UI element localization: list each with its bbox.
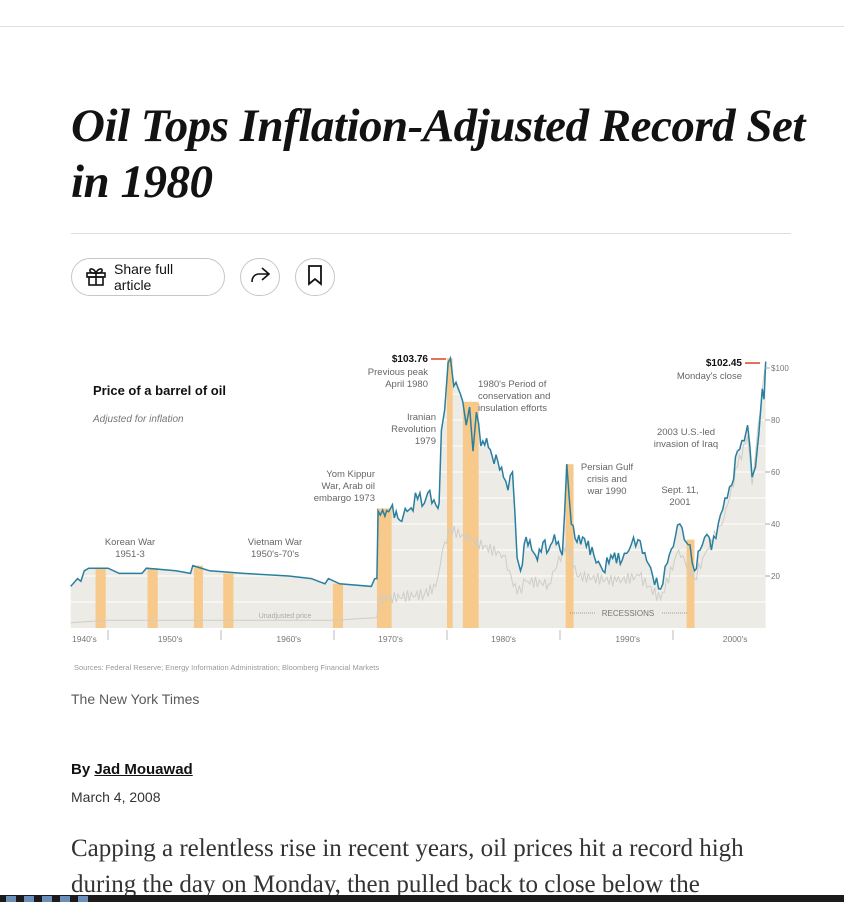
x-tick-label: 1960's — [276, 634, 301, 644]
recession-band — [193, 565, 203, 628]
adjusted-price-line — [70, 355, 767, 590]
article-body: Capping a relentless rise in recent year… — [71, 835, 744, 898]
y-tick-label: 60 — [771, 468, 780, 477]
x-tick-label: 1940's — [72, 634, 97, 644]
annotation-text: Revolution — [391, 424, 436, 435]
recession-band — [462, 401, 479, 628]
annotation-text: Monday's close — [677, 371, 742, 382]
taskbar-app-icon[interactable] — [42, 895, 52, 902]
oil-price-chart: 1940's 1950's 1960's 1970's 1980's 1990's 2000… — [70, 354, 789, 672]
unadjusted-label: Unadjusted price — [259, 613, 312, 620]
recession-band — [565, 464, 574, 628]
annotation-text: 2003 U.S.-led — [657, 427, 715, 438]
x-tick-label: 1950's — [158, 634, 183, 644]
annotation-text: War, Arab oil — [321, 481, 375, 492]
publish-date: March 4, 2008 — [71, 789, 161, 805]
recession-band — [686, 539, 695, 628]
annotation-text: crisis and — [587, 474, 627, 485]
byline-prefix: By — [71, 761, 95, 778]
unadjusted-price-line — [70, 361, 767, 624]
annotation-text: invasion of Iraq — [654, 439, 718, 450]
x-tick-label: 1990's — [615, 634, 640, 644]
gift-icon — [84, 264, 108, 291]
taskbar-app-icon[interactable] — [78, 895, 88, 902]
recession-band — [447, 358, 453, 628]
annotation-text: Persian Gulf — [581, 462, 634, 473]
recession-band — [376, 508, 392, 628]
taskbar-app-icon[interactable] — [24, 895, 34, 902]
byline: By Jad Mouawad — [71, 761, 193, 778]
source-note: Sources: Federal Reserve; Energy Informa… — [74, 663, 379, 672]
recession-band — [95, 568, 106, 628]
image-credit: The New York Times — [71, 691, 200, 707]
annotation-text: April 1980 — [385, 379, 428, 390]
site-header — [0, 0, 844, 27]
x-tick-label: 2000's — [723, 634, 748, 644]
share-button[interactable] — [240, 258, 280, 296]
save-button[interactable] — [295, 258, 335, 296]
annotation-text: Vietnam War — [248, 537, 302, 548]
share-full-article-button[interactable]: Share full article — [71, 258, 225, 296]
x-tick-label: 1970's — [378, 634, 403, 644]
y-tick-label: 80 — [771, 416, 780, 425]
annotation-text: conservation and — [478, 391, 550, 402]
peak-value-label: $102.45 — [706, 358, 743, 369]
annotation-text: Korean War — [105, 537, 155, 548]
annotation-text: 1979 — [415, 436, 436, 447]
bookmark-icon — [305, 264, 325, 291]
divider — [71, 233, 791, 234]
x-tick-label: 1980's — [491, 634, 516, 644]
annotation-text: embargo 1973 — [314, 493, 375, 504]
annotation-text: 1950's-70's — [251, 549, 299, 560]
os-taskbar — [0, 895, 844, 902]
annotation-text: Iranian — [407, 412, 436, 423]
recession-band — [147, 568, 158, 628]
peak-value-label: $103.76 — [392, 354, 429, 365]
annotation-text: insulation efforts — [478, 403, 547, 414]
taskbar-app-icon[interactable] — [60, 895, 70, 902]
annotation-text: Yom Kippur — [326, 469, 375, 480]
author-link[interactable]: Jad Mouawad — [94, 761, 193, 778]
annotation-text: 2001 — [669, 497, 690, 508]
recession-band — [332, 583, 344, 628]
chart-subtitle: Adjusted for inflation — [92, 414, 184, 425]
chart-title: Price of a barrel of oil — [93, 383, 226, 398]
article-title: Oil Tops Inflation-Adjusted Record Set i… — [71, 100, 805, 208]
recessions-label: RECESSIONS — [602, 609, 654, 618]
annotation-text: 1980's Period of — [478, 379, 547, 390]
y-tick-label: 20 — [771, 572, 780, 581]
share-arrow-icon — [248, 263, 272, 292]
annotation-text: war 1990 — [586, 486, 626, 497]
recession-band — [223, 573, 234, 628]
y-tick-label: 40 — [771, 520, 780, 529]
y-tick-label: $100 — [771, 364, 789, 373]
share-full-label: Share full article — [114, 261, 174, 293]
annotation-text: 1951-3 — [115, 549, 145, 560]
area-under-line — [70, 358, 766, 628]
annotation-text: Previous peak — [368, 367, 428, 378]
annotation-text: Sept. 11, — [661, 485, 698, 496]
taskbar-app-icon[interactable] — [6, 895, 16, 902]
